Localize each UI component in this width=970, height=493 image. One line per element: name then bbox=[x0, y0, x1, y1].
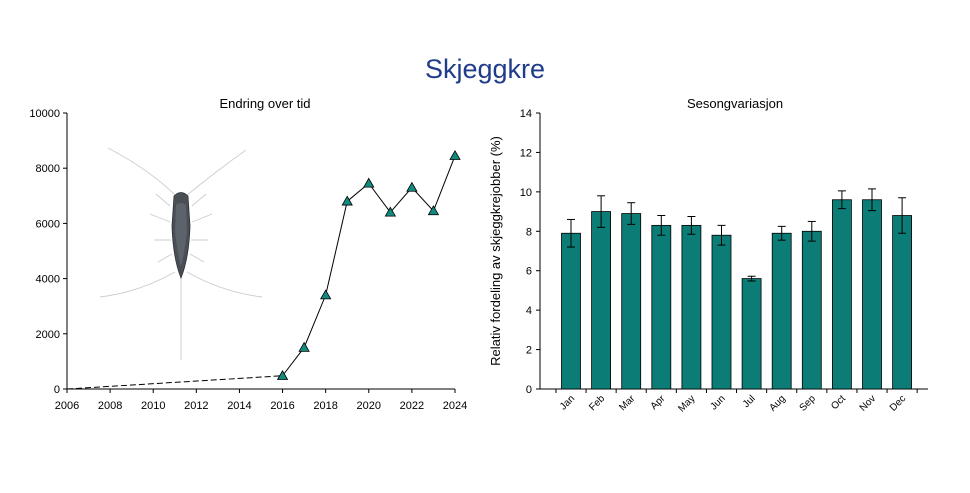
y-tick-label: 14 bbox=[520, 108, 532, 120]
data-point bbox=[363, 177, 375, 188]
x-tick-label: 2010 bbox=[141, 400, 165, 412]
y-tick-label: 10000 bbox=[29, 108, 60, 120]
bar bbox=[892, 215, 912, 390]
bar bbox=[771, 232, 792, 390]
x-tick-label: Aug bbox=[767, 393, 787, 413]
x-tick-label: Sep bbox=[798, 393, 819, 414]
data-point bbox=[276, 369, 289, 380]
x-tick-label: Oct bbox=[829, 393, 848, 412]
bar-chart-ylabel: Relativ fordeling av skjeggkrejobber (%) bbox=[488, 136, 503, 366]
bar bbox=[651, 224, 672, 390]
y-tick-label: 4000 bbox=[36, 274, 60, 286]
x-tick-label: 2016 bbox=[270, 400, 294, 412]
bar bbox=[801, 230, 822, 390]
x-tick-label: 2018 bbox=[313, 400, 337, 412]
page-title: Skjeggkre bbox=[424, 54, 546, 84]
data-point bbox=[319, 289, 332, 300]
x-tick-label: Jun bbox=[708, 393, 727, 412]
x-tick-label: 2006 bbox=[55, 400, 79, 412]
y-tick-label: 2 bbox=[526, 345, 532, 357]
line-chart: Endring over tid 0200040006000800010000 … bbox=[29, 96, 467, 412]
y-tick-label: 8000 bbox=[36, 163, 60, 175]
y-tick-label: 0 bbox=[54, 384, 60, 396]
line-chart-title: Endring over tid bbox=[219, 96, 310, 111]
x-tick-label: Nov bbox=[858, 393, 878, 413]
x-tick-label: Feb bbox=[587, 393, 607, 413]
y-tick-label: 6000 bbox=[36, 218, 60, 230]
x-tick-label: Jan bbox=[558, 393, 577, 412]
x-tick-label: 2012 bbox=[184, 400, 208, 412]
y-tick-label: 4 bbox=[526, 305, 532, 317]
x-tick-label: 2008 bbox=[98, 400, 122, 412]
y-tick-label: 12 bbox=[520, 147, 532, 159]
x-tick-label: 2014 bbox=[227, 400, 251, 412]
bar-chart-title: Sesongvariasjon bbox=[687, 96, 783, 111]
x-tick-label: 2020 bbox=[357, 400, 381, 412]
bar bbox=[621, 213, 642, 390]
data-point bbox=[298, 341, 310, 352]
y-tick-label: 0 bbox=[526, 384, 532, 396]
x-tick-label: Jul bbox=[741, 393, 758, 410]
bar bbox=[862, 199, 882, 390]
data-point bbox=[449, 149, 461, 160]
data-point bbox=[341, 195, 353, 206]
x-tick-label: Apr bbox=[649, 393, 668, 412]
x-tick-label: 2022 bbox=[400, 400, 424, 412]
data-point bbox=[406, 181, 418, 192]
silverfish-illustration bbox=[99, 147, 263, 360]
x-tick-label: Dec bbox=[888, 393, 908, 413]
data-point bbox=[427, 205, 440, 216]
y-tick-label: 2000 bbox=[36, 329, 60, 341]
y-tick-label: 6 bbox=[526, 266, 532, 278]
bar bbox=[711, 234, 732, 390]
y-tick-label: 8 bbox=[526, 226, 532, 238]
x-tick-label: May bbox=[676, 393, 697, 414]
bar bbox=[561, 232, 581, 390]
bar bbox=[741, 278, 762, 390]
x-tick-label: 2024 bbox=[443, 400, 467, 412]
bar bbox=[681, 224, 702, 390]
y-tick-label: 10 bbox=[520, 187, 532, 199]
bar bbox=[591, 211, 611, 390]
bar bbox=[832, 199, 852, 390]
data-point bbox=[384, 206, 397, 217]
x-tick-label: Mar bbox=[617, 393, 637, 413]
